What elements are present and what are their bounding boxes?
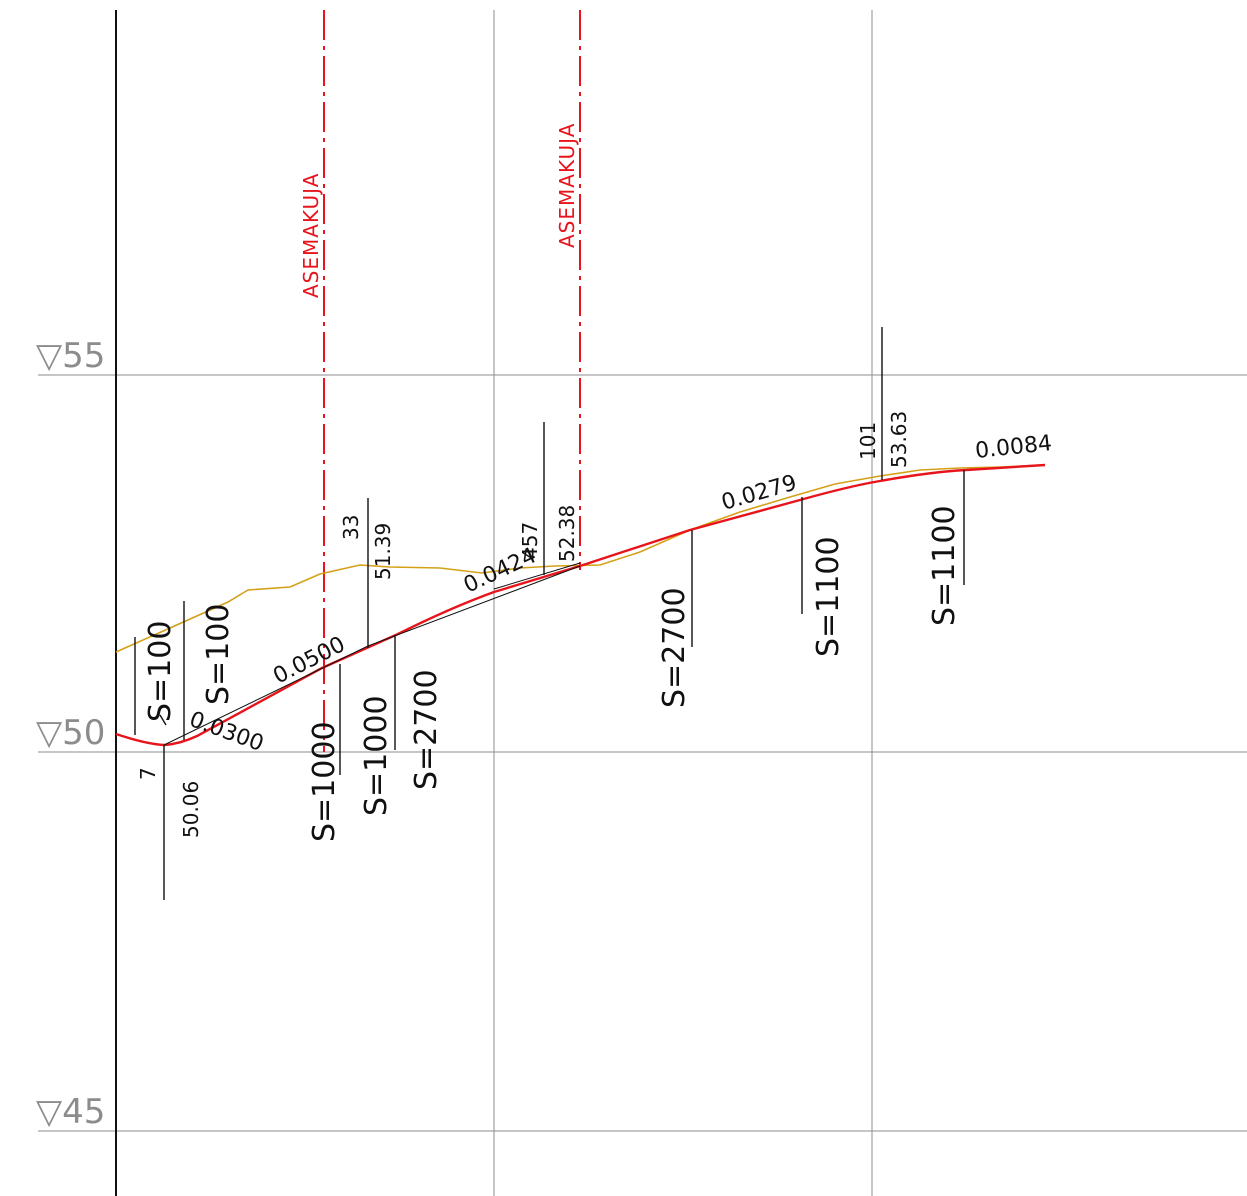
vertex-1-elevation: 50.06 [179,781,203,838]
grid [38,10,1247,1196]
grade-label-4: 0.0279 [719,471,800,516]
curve-radius-label-8: S=1100 [927,505,962,626]
curve-radius-label-4: S=1000 [359,695,394,816]
curve-tick-lines [134,327,965,900]
elevation-marker-55: ▽55 [36,336,105,376]
elevation-marker-50: ▽50 [36,713,105,753]
vertex-2-elevation: 51.39 [371,523,395,580]
vertex-4-station: 101 [856,422,880,460]
vertex-1-station: 7 [136,767,160,780]
curve-radius-label-5: S=2700 [409,669,444,790]
plan-line-label: ASEMAKUJA [299,173,323,298]
plan-line-asemakuja-1: ASEMAKUJA [299,10,325,752]
existing-ground-line [115,464,1046,653]
elevation-marker-45: ▽45 [36,1092,105,1132]
grade-label-5: 0.0084 [974,431,1053,464]
curve-radius-label-7: S=1100 [811,536,846,657]
plan-line-label: ASEMAKUJA [555,123,579,248]
curve-radius-label-6: S=2700 [657,587,692,708]
curve-radius-label-1: S=100 [143,621,178,722]
plan-line-asemakuja-2: ASEMAKUJA [555,10,581,570]
vertex-3-station: 457 [518,522,542,560]
vertex-2-station: 33 [339,515,363,540]
vertex-4-elevation: 53.63 [887,411,911,468]
tangent-lines [163,562,581,746]
vertex-3-elevation: 52.38 [555,505,579,562]
curve-radius-label-3: S=1000 [307,721,342,842]
curve-radius-label-2: S=100 [201,604,236,705]
